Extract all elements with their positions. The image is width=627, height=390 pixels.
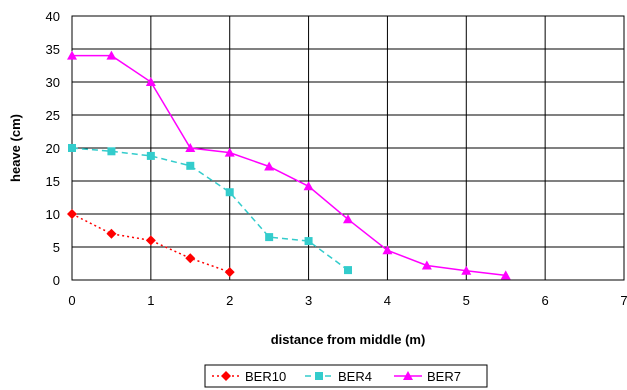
- data-point: [107, 147, 116, 156]
- x-tick-labels: 0 1 2 3 4 5 6 7: [68, 293, 627, 308]
- legend-label: BER4: [338, 369, 372, 384]
- legend-item-ber4: BER4: [305, 369, 372, 384]
- series-ber4: [68, 144, 352, 275]
- x-tick-label: 7: [620, 293, 627, 308]
- data-point: [264, 161, 275, 171]
- y-tick-label: 20: [46, 141, 60, 156]
- data-point: [343, 214, 353, 224]
- x-tick-label: 0: [68, 293, 75, 308]
- y-tick-label: 15: [46, 174, 60, 189]
- data-point: [146, 151, 155, 160]
- y-tick-labels: 0 5 10 15 20 25 30 35 40: [46, 9, 60, 288]
- data-point: [224, 147, 235, 157]
- y-tick-label: 40: [46, 9, 60, 24]
- series-line: [72, 54, 506, 277]
- legend-box: [204, 364, 488, 388]
- data-point: [68, 144, 76, 152]
- data-point: [186, 161, 195, 170]
- data-point: [421, 260, 432, 270]
- x-tick-label: 5: [463, 293, 470, 308]
- data-point: [106, 50, 117, 60]
- data-point: [185, 253, 196, 264]
- data-point: [303, 181, 314, 191]
- data-point: [304, 237, 313, 246]
- series-ber10: [67, 209, 235, 278]
- y-tick-label: 25: [46, 108, 60, 123]
- series-line: [71, 213, 230, 273]
- legend-label: BER7: [427, 369, 461, 384]
- x-tick-label: 6: [542, 293, 549, 308]
- x-tick-label: 2: [226, 293, 233, 308]
- series-ber7: [67, 50, 511, 280]
- data-point: [67, 50, 77, 60]
- series: [67, 50, 511, 280]
- y-tick-label: 0: [53, 273, 60, 288]
- data-point: [67, 209, 77, 219]
- data-point: [344, 266, 352, 275]
- data-point: [265, 233, 274, 242]
- y-axis-title: heave (cm): [8, 114, 23, 182]
- data-point: [145, 77, 156, 86]
- data-point: [500, 270, 511, 280]
- grid: [71, 15, 625, 281]
- y-tick-label: 5: [53, 240, 60, 255]
- x-tick-label: 4: [384, 293, 391, 308]
- legend-swatch-marker: [221, 371, 231, 381]
- x-tick-label: 3: [305, 293, 312, 308]
- y-tick-label: 30: [46, 75, 60, 90]
- data-point: [106, 228, 117, 239]
- data-point: [382, 245, 393, 255]
- x-axis-title: distance from middle (m): [271, 332, 426, 347]
- y-tick-label: 10: [46, 207, 60, 222]
- data-point: [225, 188, 234, 197]
- legend-item-ber7: BER7: [394, 369, 461, 384]
- legend-swatch-marker: [403, 371, 413, 380]
- y-tick-label: 35: [46, 42, 60, 57]
- series-line: [71, 147, 349, 271]
- data-point: [461, 265, 472, 275]
- legend: BER10 BER4 BER7: [204, 364, 488, 388]
- data-point: [145, 235, 156, 246]
- data-point: [185, 143, 196, 152]
- legend-label: BER10: [245, 369, 286, 384]
- legend-item-ber10: BER10: [212, 369, 286, 384]
- data-point: [224, 267, 235, 278]
- x-tick-label: 1: [147, 293, 154, 308]
- legend-swatch-marker: [315, 372, 323, 380]
